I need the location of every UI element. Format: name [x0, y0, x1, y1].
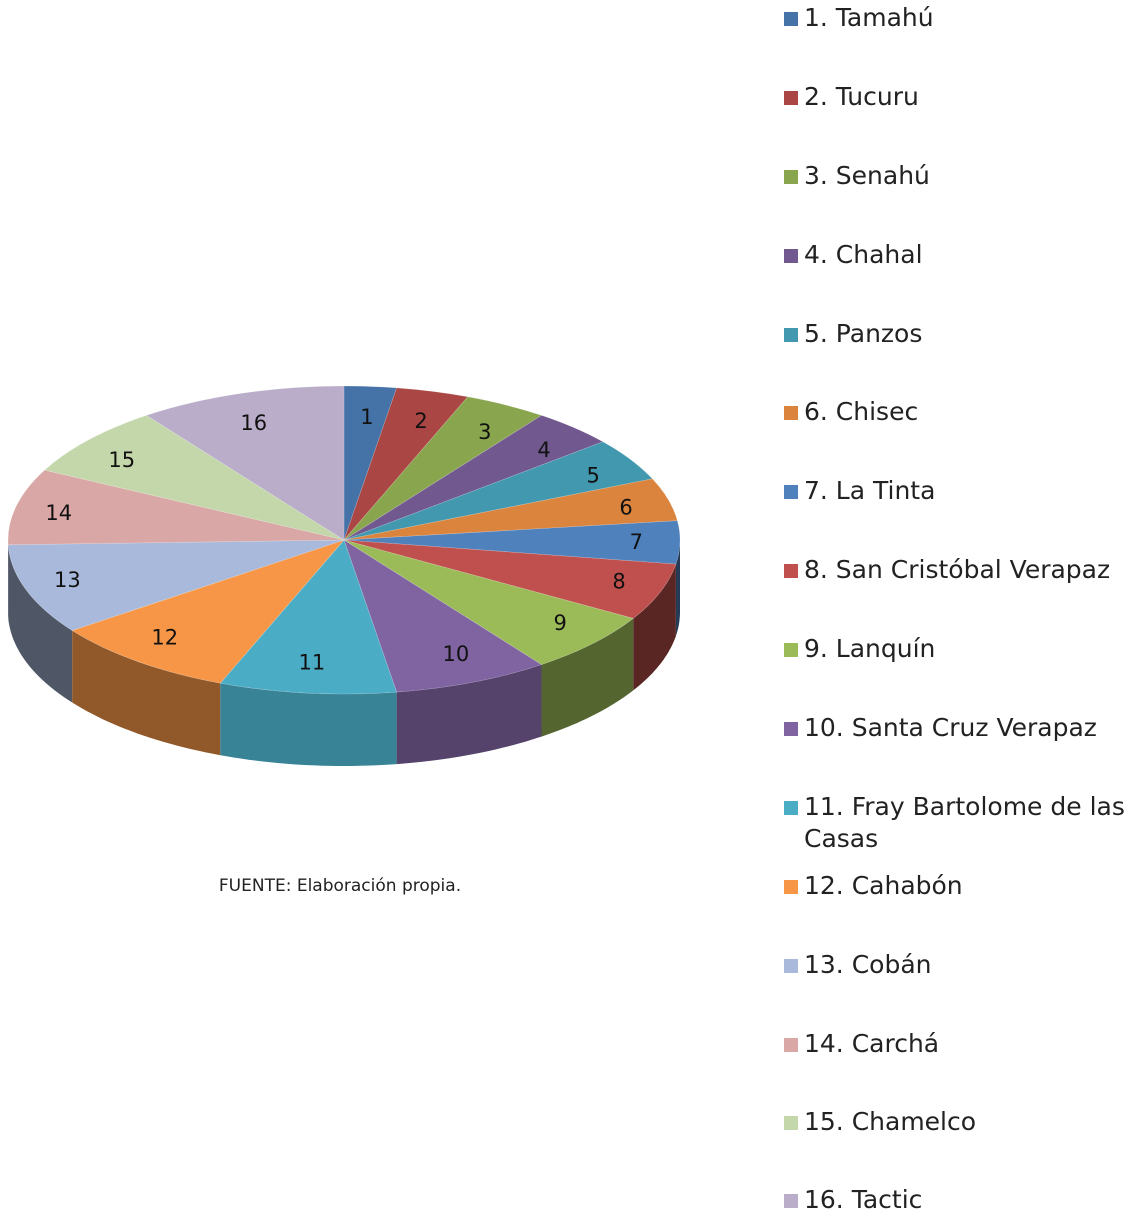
legend-item: 11. Fray Bartolome de las Casas — [784, 791, 1140, 855]
legend-label: 9. Lanquín — [804, 634, 936, 663]
legend-label: 14. Carchá — [804, 1029, 940, 1058]
legend-swatch — [784, 880, 798, 894]
pie-slice-6 — [343, 478, 678, 541]
pie-slice-16 — [145, 385, 345, 541]
legend-swatch — [784, 643, 798, 657]
pie-side-10 — [396, 664, 542, 765]
legend-label: 2. Tucuru — [804, 82, 919, 111]
legend-swatch — [784, 12, 798, 26]
pie-top — [7, 385, 681, 695]
pie-side-8 — [633, 564, 676, 691]
pie-side-13 — [8, 544, 73, 703]
legend-swatch — [784, 406, 798, 420]
legend-swatch — [784, 91, 798, 105]
pie-side-11 — [220, 683, 397, 766]
legend-item: 10. Santa Cruz Verapaz — [784, 712, 1140, 744]
legend-swatch — [784, 564, 798, 578]
legend-label: 3. Senahú — [804, 161, 930, 190]
legend-label: 11. Fray Bartolome de las Casas — [804, 792, 1125, 853]
pie-slice-9 — [343, 539, 634, 665]
legend-item: 3. Senahú — [784, 160, 1140, 192]
legend-label: 10. Santa Cruz Verapaz — [804, 713, 1097, 742]
pie-side-7 — [675, 540, 680, 637]
pie-side-12 — [72, 630, 221, 756]
legend-item: 9. Lanquín — [784, 633, 1140, 665]
pie-slice-4 — [343, 415, 604, 541]
pie-slice-label-2: 2 — [414, 409, 427, 433]
legend-swatch — [784, 959, 798, 973]
legend-item: 7. La Tinta — [784, 475, 1140, 507]
legend-item: 6. Chisec — [784, 396, 1140, 428]
pie-slice-label-11: 11 — [299, 651, 326, 675]
pie-slice-label-16: 16 — [240, 411, 267, 435]
legend-swatch — [784, 170, 798, 184]
pie-slice-1 — [343, 385, 398, 541]
pie-slice-7 — [343, 520, 681, 565]
legend-label: 1. Tamahú — [804, 3, 934, 32]
pie-slice-15 — [43, 415, 345, 541]
pie-slice-label-13: 13 — [54, 568, 81, 592]
legend-item: 14. Carchá — [784, 1028, 1140, 1060]
legend-label: 13. Cobán — [804, 950, 932, 979]
legend-swatch — [784, 1116, 798, 1130]
pie-slice-label-12: 12 — [151, 625, 178, 649]
pie-slice-label-7: 7 — [630, 530, 643, 554]
pie-slice-label-15: 15 — [108, 448, 135, 472]
pie-slice-11 — [219, 539, 398, 695]
legend-item: 8. San Cristóbal Verapaz — [784, 554, 1140, 586]
pie-slice-label-10: 10 — [443, 642, 470, 666]
pie-slice-2 — [343, 387, 469, 541]
legend-swatch — [784, 328, 798, 342]
pie-slice-10 — [343, 539, 543, 693]
pie-side-walls — [8, 540, 680, 766]
pie-slice-13 — [7, 539, 345, 631]
legend-label: 7. La Tinta — [804, 476, 936, 505]
legend-item: 12. Cahabón — [784, 870, 1140, 902]
legend-item: 4. Chahal — [784, 239, 1140, 271]
legend-item: 13. Cobán — [784, 949, 1140, 981]
legend-swatch — [784, 1038, 798, 1052]
pie-slice-label-1: 1 — [360, 405, 373, 429]
legend-label: 5. Panzos — [804, 319, 923, 348]
source-note: FUENTE: Elaboración propia. — [218, 876, 462, 896]
legend-label: 8. San Cristóbal Verapaz — [804, 555, 1111, 584]
pie-slice-label-9: 9 — [554, 611, 567, 635]
legend-label: 16. Tactic — [804, 1185, 923, 1214]
pie-slice-5 — [343, 441, 653, 541]
legend-label: 6. Chisec — [804, 397, 919, 426]
pie-slice-label-8: 8 — [612, 570, 625, 594]
legend-item: 5. Panzos — [784, 318, 1140, 350]
pie-slice-3 — [343, 396, 543, 541]
pie-slice-12 — [71, 539, 345, 684]
pie-slice-label-4: 4 — [537, 438, 550, 462]
pie-slice-label-6: 6 — [619, 496, 632, 520]
legend-swatch — [784, 722, 798, 736]
legend-swatch — [784, 249, 798, 263]
legend-swatch — [784, 801, 798, 815]
pie-slice-14 — [7, 469, 345, 546]
legend-item: 15. Chamelco — [784, 1106, 1140, 1138]
legend-swatch — [784, 1194, 798, 1208]
legend-item: 2. Tucuru — [784, 81, 1140, 113]
legend-item: 16. Tactic — [784, 1184, 1140, 1216]
pie-slice-8 — [343, 539, 677, 619]
legend-label: 15. Chamelco — [804, 1107, 977, 1136]
legend-label: 12. Cahabón — [804, 871, 963, 900]
legend-item: 1. Tamahú — [784, 2, 1140, 34]
legend-swatch — [784, 485, 798, 499]
pie-slice-label-5: 5 — [587, 464, 600, 488]
legend-label: 4. Chahal — [804, 240, 923, 269]
pie-slice-label-14: 14 — [45, 501, 72, 525]
pie-side-9 — [541, 618, 634, 737]
pie-slice-label-3: 3 — [478, 420, 491, 444]
